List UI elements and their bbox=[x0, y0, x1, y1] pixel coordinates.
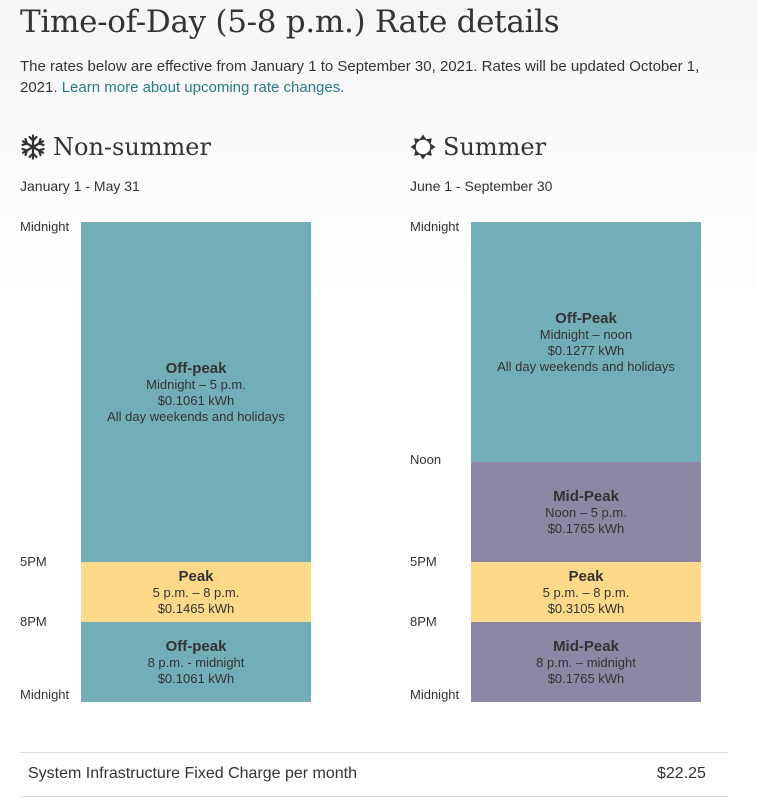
segment-rate: $0.1765 kWh bbox=[547, 520, 625, 536]
intro-text: The rates below are effective from Janua… bbox=[20, 58, 700, 96]
segment-note: All day weekends and holidays bbox=[497, 358, 675, 374]
non-summer-label-midnight-end: Midnight bbox=[20, 687, 70, 702]
non-summer-label-midnight-start: Midnight bbox=[20, 219, 70, 234]
summer-mid-peak-afternoon-segment: Mid-Peak Noon – 5 p.m. $0.1765 kWh bbox=[471, 462, 701, 562]
segment-hours: 5 p.m. – 8 p.m. bbox=[152, 584, 240, 600]
page-title: Time-of-Day (5-8 p.m.) Rate details bbox=[20, 4, 560, 40]
summer-label-5pm: 5PM bbox=[410, 554, 437, 569]
fixed-charge-value: $22.25 bbox=[657, 765, 706, 782]
summer-heading: Summer bbox=[410, 133, 546, 161]
segment-hours: Noon – 5 p.m. bbox=[545, 504, 627, 520]
segment-note: All day weekends and holidays bbox=[107, 408, 285, 424]
snowflake-icon bbox=[20, 134, 46, 160]
segment-rate: $0.1765 kWh bbox=[547, 670, 625, 686]
segment-hours: 5 p.m. – 8 p.m. bbox=[542, 584, 630, 600]
fixed-charge-top-divider bbox=[20, 752, 728, 753]
non-summer-label-8pm: 8PM bbox=[20, 614, 47, 629]
segment-rate: $0.3105 kWh bbox=[547, 600, 625, 616]
summer-off-peak-segment: Off-Peak Midnight – noon $0.1277 kWh All… bbox=[471, 222, 701, 462]
segment-hours: 8 p.m. – midnight bbox=[536, 654, 636, 670]
sun-icon bbox=[410, 134, 436, 160]
non-summer-title: Non-summer bbox=[53, 133, 211, 161]
summer-peak-segment: Peak 5 p.m. – 8 p.m. $0.3105 kWh bbox=[471, 562, 701, 622]
segment-name: Peak bbox=[568, 567, 604, 585]
segment-hours: Midnight – 5 p.m. bbox=[146, 376, 246, 392]
summer-title: Summer bbox=[443, 133, 547, 161]
segment-rate: $0.1061 kWh bbox=[157, 392, 235, 408]
non-summer-label-5pm: 5PM bbox=[20, 554, 47, 569]
summer-label-midnight-end: Midnight bbox=[410, 687, 460, 702]
segment-name: Peak bbox=[178, 567, 214, 585]
segment-rate: $0.1465 kWh bbox=[157, 600, 235, 616]
non-summer-peak-segment: Peak 5 p.m. – 8 p.m. $0.1465 kWh bbox=[81, 562, 311, 622]
summer-mid-peak-evening-segment: Mid-Peak 8 p.m. – midnight $0.1765 kWh bbox=[471, 622, 701, 702]
fixed-charge-bottom-divider bbox=[20, 796, 728, 797]
non-summer-date-range: January 1 - May 31 bbox=[20, 178, 140, 194]
summer-label-noon: Noon bbox=[410, 452, 442, 467]
segment-name: Off-peak bbox=[165, 637, 227, 655]
segment-name: Mid-Peak bbox=[553, 637, 619, 655]
segment-name: Off-peak bbox=[165, 359, 227, 377]
segment-hours: 8 p.m. - midnight bbox=[147, 654, 245, 670]
segment-name: Off-Peak bbox=[555, 309, 617, 327]
segment-rate: $0.1061 kWh bbox=[157, 670, 235, 686]
non-summer-heading: Non-summer bbox=[20, 133, 211, 161]
non-summer-off-peak-evening-segment: Off-peak 8 p.m. - midnight $0.1061 kWh bbox=[81, 622, 311, 702]
intro-paragraph: The rates below are effective from Janua… bbox=[20, 56, 740, 98]
upcoming-rate-changes-link[interactable]: Learn more about upcoming rate changes. bbox=[61, 79, 345, 96]
summer-label-midnight-start: Midnight bbox=[410, 219, 460, 234]
segment-name: Mid-Peak bbox=[553, 487, 619, 505]
summer-date-range: June 1 - September 30 bbox=[410, 178, 553, 194]
fixed-charge-label: System Infrastructure Fixed Charge per m… bbox=[28, 765, 358, 782]
segment-hours: Midnight – noon bbox=[539, 326, 633, 342]
non-summer-off-peak-morning-segment: Off-peak Midnight – 5 p.m. $0.1061 kWh A… bbox=[81, 222, 311, 562]
summer-label-8pm: 8PM bbox=[410, 614, 437, 629]
segment-rate: $0.1277 kWh bbox=[547, 342, 625, 358]
